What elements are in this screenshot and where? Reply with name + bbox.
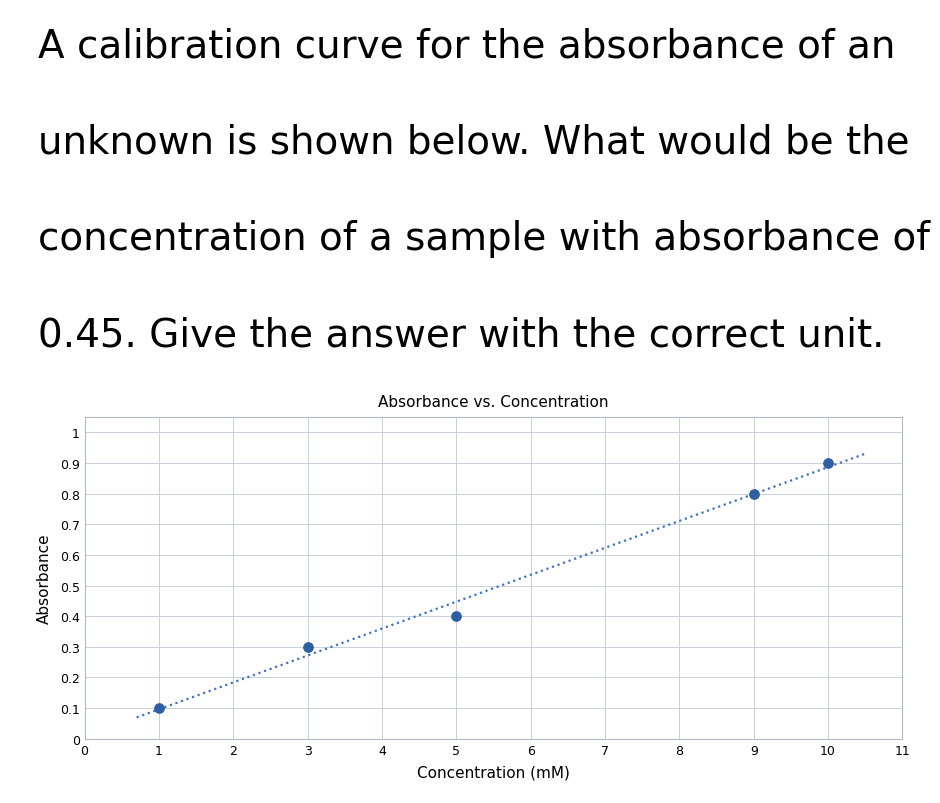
Text: unknown is shown below. What would be the: unknown is shown below. What would be th… xyxy=(38,124,909,161)
Y-axis label: Absorbance: Absorbance xyxy=(37,533,52,623)
Point xyxy=(151,702,166,715)
Point xyxy=(300,641,315,654)
X-axis label: Concentration (mM): Concentration (mM) xyxy=(417,765,570,780)
Point xyxy=(448,610,463,623)
Point xyxy=(821,457,836,470)
Text: concentration of a sample with absorbance of: concentration of a sample with absorbanc… xyxy=(38,220,930,258)
Text: A calibration curve for the absorbance of an: A calibration curve for the absorbance o… xyxy=(38,27,895,65)
Title: Absorbance vs. Concentration: Absorbance vs. Concentration xyxy=(378,394,609,410)
Text: 0.45. Give the answer with the correct unit.: 0.45. Give the answer with the correct u… xyxy=(38,316,885,354)
Point xyxy=(746,487,761,500)
